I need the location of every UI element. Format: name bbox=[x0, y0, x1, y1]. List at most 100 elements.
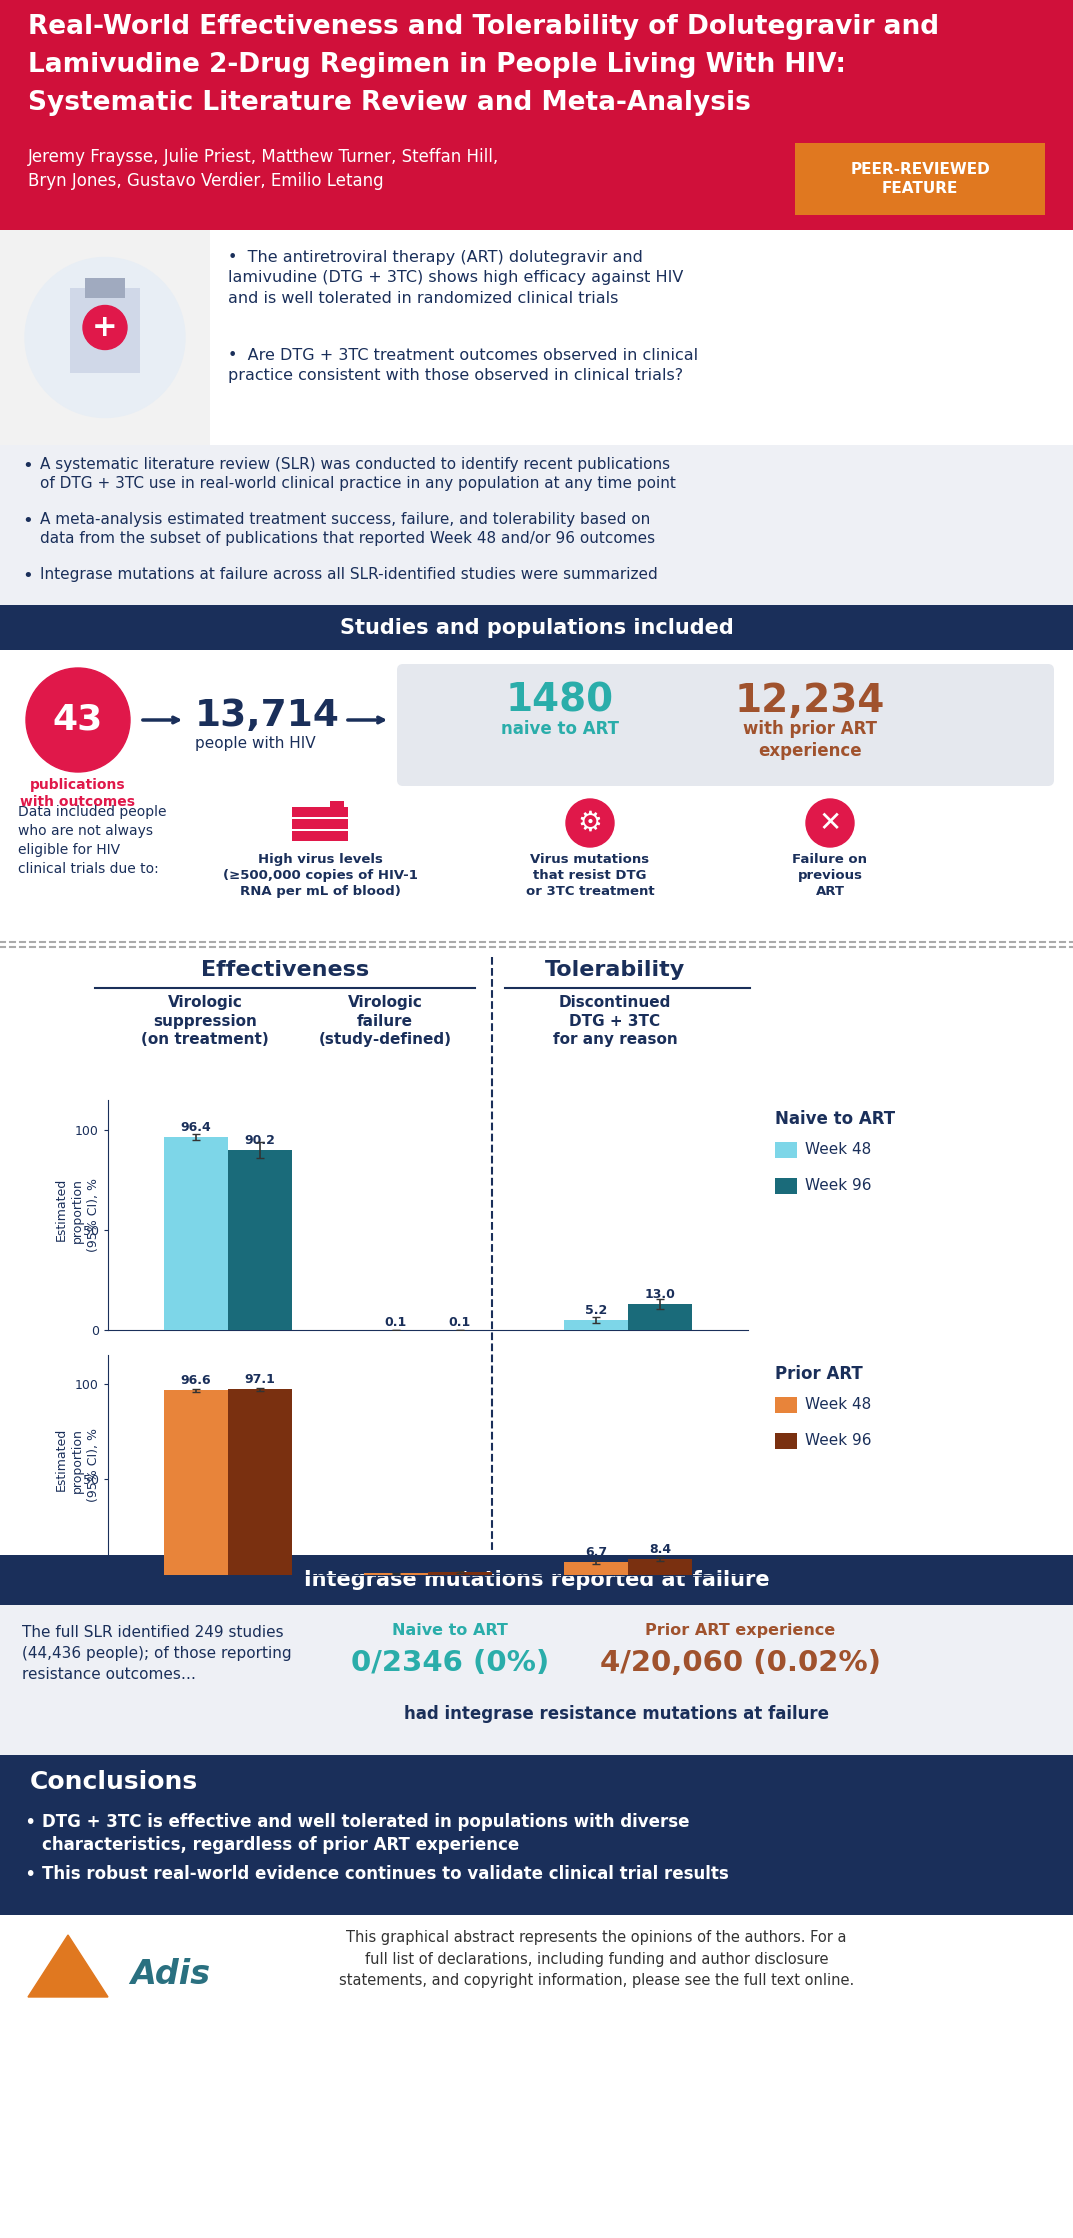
Bar bbox=[0, 445, 1073, 604]
Text: 1480: 1480 bbox=[506, 683, 614, 721]
Bar bbox=[0, 1916, 1073, 2034]
Text: Discontinued
DTG + 3TC
for any reason: Discontinued DTG + 3TC for any reason bbox=[553, 996, 677, 1047]
Text: 1.5: 1.5 bbox=[449, 1560, 471, 1571]
Bar bbox=[0, 0, 1073, 231]
Text: 0.1: 0.1 bbox=[385, 1316, 407, 1329]
Text: Tolerability: Tolerability bbox=[545, 960, 686, 980]
Bar bbox=[775, 1432, 797, 1448]
Text: 5.2: 5.2 bbox=[585, 1303, 607, 1316]
Text: 96.6: 96.6 bbox=[180, 1374, 211, 1388]
Bar bbox=[628, 1560, 692, 1576]
Bar bbox=[0, 1605, 1073, 1755]
Text: with prior ART
experience: with prior ART experience bbox=[743, 721, 877, 761]
Bar bbox=[0, 604, 1073, 649]
Text: Data included people
who are not always
eligible for HIV
clinical trials due to:: Data included people who are not always … bbox=[18, 806, 166, 875]
Text: Prior ART experience: Prior ART experience bbox=[645, 1623, 835, 1638]
Text: 13.0: 13.0 bbox=[645, 1289, 675, 1300]
Bar bbox=[428, 1571, 493, 1576]
Text: 96.4: 96.4 bbox=[180, 1121, 211, 1135]
Text: Estimated
proportion
(95% CI), %: Estimated proportion (95% CI), % bbox=[55, 1428, 100, 1502]
Text: •  The antiretroviral therapy (ART) dolutegravir and
lamivudine (DTG + 3TC) show: • The antiretroviral therapy (ART) dolut… bbox=[227, 251, 684, 307]
Text: +: + bbox=[92, 313, 118, 342]
Bar bbox=[795, 143, 1045, 215]
Text: Failure on
previous
ART: Failure on previous ART bbox=[793, 853, 867, 897]
Bar bbox=[330, 801, 344, 815]
Text: PEER-REVIEWED
FEATURE: PEER-REVIEWED FEATURE bbox=[850, 161, 990, 195]
Bar bbox=[164, 1390, 227, 1576]
Bar bbox=[70, 286, 139, 372]
Text: DTG + 3TC is effective and well tolerated in populations with diverse
characteri: DTG + 3TC is effective and well tolerate… bbox=[42, 1813, 690, 1853]
Circle shape bbox=[806, 799, 854, 846]
Bar bbox=[292, 830, 348, 841]
Circle shape bbox=[26, 667, 130, 772]
Text: people with HIV: people with HIV bbox=[195, 736, 315, 752]
Polygon shape bbox=[28, 1936, 108, 1996]
Text: Jeremy Fraysse, Julie Priest, Matthew Turner, Steffan Hill,
Bryn Jones, Gustavo : Jeremy Fraysse, Julie Priest, Matthew Tu… bbox=[28, 148, 499, 190]
Text: had integrase resistance mutations at failure: had integrase resistance mutations at fa… bbox=[405, 1705, 829, 1723]
Text: 6.7: 6.7 bbox=[585, 1546, 607, 1560]
Text: 0/2346 (0%): 0/2346 (0%) bbox=[351, 1649, 549, 1676]
Bar bbox=[292, 808, 348, 817]
Circle shape bbox=[83, 307, 127, 349]
Circle shape bbox=[565, 799, 614, 846]
Bar bbox=[0, 231, 210, 445]
Bar bbox=[775, 1141, 797, 1157]
Bar bbox=[0, 649, 1073, 944]
Text: 0.9: 0.9 bbox=[385, 1560, 407, 1573]
Text: This robust real-world evidence continues to validate clinical trial results: This robust real-world evidence continue… bbox=[42, 1864, 729, 1882]
Text: Virologic
failure
(study-defined): Virologic failure (study-defined) bbox=[319, 996, 452, 1047]
Text: 0.1: 0.1 bbox=[449, 1316, 471, 1329]
Bar bbox=[0, 1755, 1073, 1916]
Text: Week ​48: Week ​48 bbox=[805, 1397, 871, 1412]
Text: 90.2: 90.2 bbox=[245, 1135, 276, 1146]
Text: Lamivudine 2-Drug Regimen in People Living With HIV:: Lamivudine 2-Drug Regimen in People Livi… bbox=[28, 51, 846, 78]
Text: Systematic Literature Review and Meta-Analysis: Systematic Literature Review and Meta-An… bbox=[28, 90, 751, 116]
Text: Virologic
suppression
(on treatment): Virologic suppression (on treatment) bbox=[142, 996, 269, 1047]
Bar bbox=[227, 1390, 292, 1576]
Text: •: • bbox=[23, 566, 33, 584]
Text: 4/20,060 (0.02%): 4/20,060 (0.02%) bbox=[600, 1649, 881, 1676]
Bar bbox=[0, 944, 1073, 1555]
Text: •: • bbox=[24, 1813, 35, 1833]
Text: •: • bbox=[23, 513, 33, 530]
Text: Studies and populations included: Studies and populations included bbox=[340, 618, 733, 638]
Bar bbox=[292, 819, 348, 828]
Text: •: • bbox=[23, 457, 33, 474]
Text: Naive to ART: Naive to ART bbox=[392, 1623, 508, 1638]
Bar bbox=[564, 1320, 628, 1329]
Bar bbox=[564, 1562, 628, 1576]
Text: Conclusions: Conclusions bbox=[30, 1770, 199, 1795]
Text: Naive to ART: Naive to ART bbox=[775, 1110, 895, 1128]
Text: This graphical abstract represents the opinions of the authors. For a
full list : This graphical abstract represents the o… bbox=[339, 1929, 854, 1987]
Bar bbox=[164, 1137, 227, 1329]
Text: Virus mutations
that resist DTG
or 3TC treatment: Virus mutations that resist DTG or 3TC t… bbox=[526, 853, 655, 897]
Text: Prior ART: Prior ART bbox=[775, 1365, 863, 1383]
Text: ⚙: ⚙ bbox=[577, 808, 602, 837]
Text: A systematic literature review (SLR) was conducted to identify recent publicatio: A systematic literature review (SLR) was… bbox=[40, 457, 676, 490]
Text: Integrase mutations at failure across all SLR-identified studies were summarized: Integrase mutations at failure across al… bbox=[40, 566, 658, 582]
Text: Week ​96: Week ​96 bbox=[805, 1177, 871, 1193]
Circle shape bbox=[25, 257, 185, 419]
Text: Week ​48: Week ​48 bbox=[805, 1141, 871, 1157]
Text: 97.1: 97.1 bbox=[245, 1374, 276, 1385]
Text: 13,714: 13,714 bbox=[195, 698, 340, 734]
Text: Effectiveness: Effectiveness bbox=[201, 960, 369, 980]
Bar bbox=[227, 1150, 292, 1329]
Bar bbox=[775, 1177, 797, 1195]
Bar bbox=[0, 231, 1073, 445]
Text: Adis: Adis bbox=[130, 1958, 210, 1992]
Text: publications
with outcomes: publications with outcomes bbox=[20, 779, 135, 810]
Text: •: • bbox=[24, 1864, 35, 1884]
Text: A meta-analysis estimated treatment success, failure, and tolerability based on
: A meta-analysis estimated treatment succ… bbox=[40, 513, 656, 546]
Text: 8.4: 8.4 bbox=[649, 1542, 671, 1555]
Text: 12,234: 12,234 bbox=[735, 683, 885, 721]
Text: 43: 43 bbox=[53, 703, 103, 736]
Bar bbox=[628, 1305, 692, 1329]
Bar bbox=[775, 1397, 797, 1412]
Bar bbox=[85, 278, 124, 298]
Text: ✕: ✕ bbox=[819, 808, 841, 837]
Text: Integrase mutations reported at failure: Integrase mutations reported at failure bbox=[304, 1571, 769, 1589]
Text: naive to ART: naive to ART bbox=[501, 721, 619, 739]
Text: High virus levels
(≥500,000 copies of HIV-1
RNA per mL of blood): High virus levels (≥500,000 copies of HI… bbox=[222, 853, 417, 897]
Text: The full SLR identified 249 studies
(44,436 people); of those reporting
resistan: The full SLR identified 249 studies (44,… bbox=[23, 1625, 292, 1683]
